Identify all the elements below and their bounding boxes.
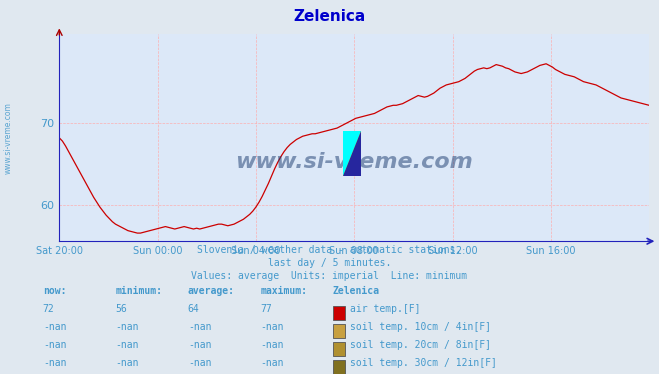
Text: Zelenica: Zelenica: [333, 286, 380, 296]
Text: average:: average:: [188, 286, 235, 296]
Text: soil temp. 20cm / 8in[F]: soil temp. 20cm / 8in[F]: [350, 340, 491, 350]
Text: -nan: -nan: [260, 322, 284, 332]
Text: www.si-vreme.com: www.si-vreme.com: [235, 152, 473, 172]
Text: -nan: -nan: [43, 322, 67, 332]
Text: -nan: -nan: [188, 358, 212, 368]
Text: Zelenica: Zelenica: [293, 9, 366, 24]
Text: last day / 5 minutes.: last day / 5 minutes.: [268, 258, 391, 268]
Text: 72: 72: [43, 304, 55, 314]
Text: 64: 64: [188, 304, 200, 314]
Bar: [343, 131, 361, 176]
Text: -nan: -nan: [260, 358, 284, 368]
Text: -nan: -nan: [115, 322, 139, 332]
Text: www.si-vreme.com: www.si-vreme.com: [3, 102, 13, 174]
Text: Values: average  Units: imperial  Line: minimum: Values: average Units: imperial Line: mi…: [191, 271, 468, 281]
Text: -nan: -nan: [260, 340, 284, 350]
Text: -nan: -nan: [115, 358, 139, 368]
Text: now:: now:: [43, 286, 67, 296]
Text: Slovenia / weather data - automatic stations.: Slovenia / weather data - automatic stat…: [197, 245, 462, 255]
Polygon shape: [343, 131, 361, 176]
Polygon shape: [343, 131, 361, 176]
Text: 77: 77: [260, 304, 272, 314]
Text: air temp.[F]: air temp.[F]: [350, 304, 420, 314]
Text: 56: 56: [115, 304, 127, 314]
Text: -nan: -nan: [188, 340, 212, 350]
Text: soil temp. 10cm / 4in[F]: soil temp. 10cm / 4in[F]: [350, 322, 491, 332]
Text: minimum:: minimum:: [115, 286, 162, 296]
Text: -nan: -nan: [188, 322, 212, 332]
Text: -nan: -nan: [43, 358, 67, 368]
Text: -nan: -nan: [115, 340, 139, 350]
Text: soil temp. 30cm / 12in[F]: soil temp. 30cm / 12in[F]: [350, 358, 497, 368]
Text: maximum:: maximum:: [260, 286, 307, 296]
Text: -nan: -nan: [43, 340, 67, 350]
